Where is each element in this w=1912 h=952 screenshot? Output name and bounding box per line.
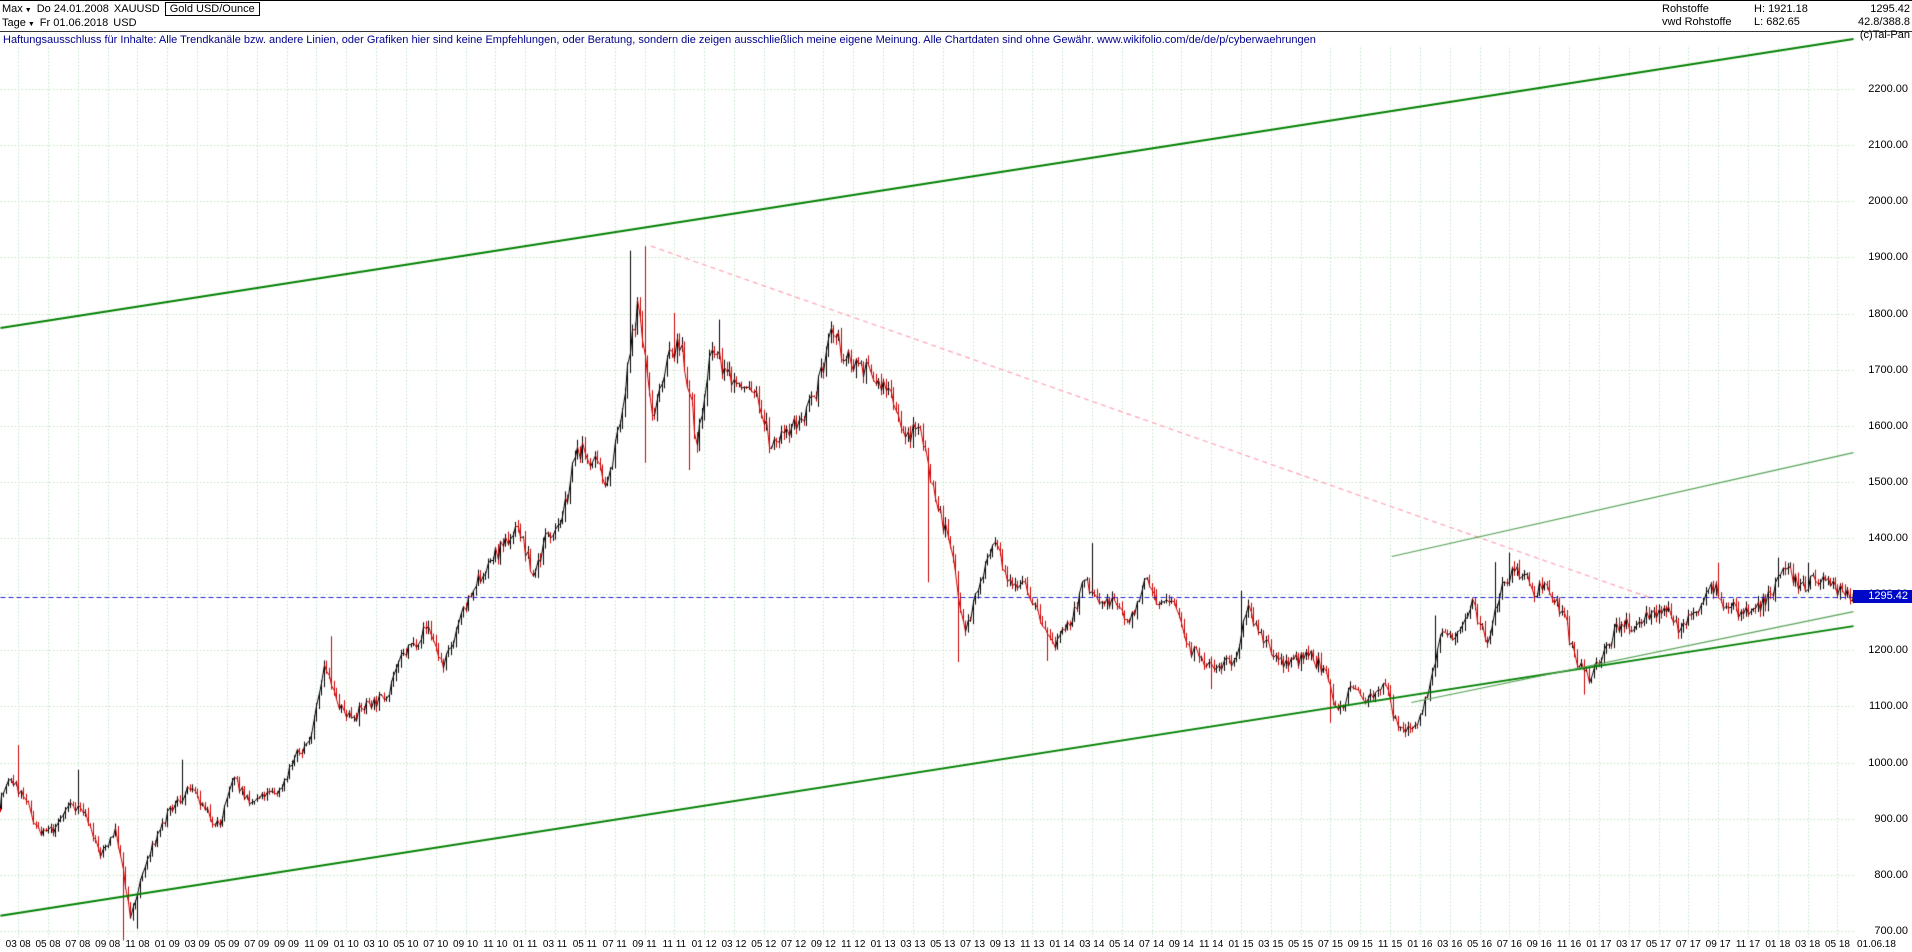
disclaimer-text: Haftungsausschluss für Inhalte: Alle Tre… — [3, 34, 1316, 46]
instrument-name-box[interactable]: Gold USD/Ounce — [164, 2, 260, 16]
all-time-high: H: 1921.18 — [1754, 3, 1836, 15]
chart-end-date: Fr 01.06.2018 — [39, 17, 109, 29]
toolbar-row-period: Tage ▼ Fr 01.06.2018 USD — [2, 16, 260, 30]
range-dropdown[interactable]: Max ▼ — [2, 3, 32, 15]
last-price-text: 1295.42 — [1870, 2, 1910, 15]
chart-toolbar: Max ▼ Do 24.01.2008 XAUUSD Gold USD/Ounc… — [2, 2, 260, 30]
period-value: Tage — [2, 17, 26, 29]
currency-code: USD — [113, 17, 137, 29]
quote-row-copyright: (c)Tai-Pan — [1662, 28, 1910, 41]
category-label: Rohstoffe — [1662, 2, 1709, 15]
header-divider — [0, 31, 1912, 32]
high-value: 1921.18 — [1768, 2, 1808, 15]
chevron-down-icon: ▼ — [24, 6, 32, 14]
low-label: L: — [1754, 15, 1764, 28]
toolbar-row-range: Max ▼ Do 24.01.2008 XAUUSD Gold USD/Ounc… — [2, 2, 260, 16]
symbol-code: XAUUSD — [113, 3, 160, 15]
low-value: 682.65 — [1766, 15, 1800, 28]
range-stat: 42.8/388.8 — [1858, 15, 1910, 28]
axis-end-date-label: 01.06.18 — [1857, 939, 1896, 950]
period-dropdown[interactable]: Tage ▼ — [2, 17, 35, 29]
chart-start-date: Do 24.01.2008 — [36, 3, 109, 15]
copyright-label: (c)Tai-Pan — [1859, 28, 1910, 41]
quote-row-high: Rohstoffe H: 1921.18 1295.42 — [1662, 2, 1910, 15]
high-label: H: — [1754, 2, 1765, 15]
last-price-badge: 1295.42 — [1853, 589, 1912, 603]
all-time-low: L: 682.65 — [1754, 16, 1836, 28]
datasource-label: vwd Rohstoffe — [1662, 15, 1732, 28]
quote-panel: Rohstoffe H: 1921.18 1295.42 vwd Rohstof… — [1662, 2, 1910, 41]
range-value: Max — [2, 3, 23, 15]
quote-row-low: vwd Rohstoffe L: 682.65 42.8/388.8 — [1662, 15, 1910, 28]
chevron-down-icon: ▼ — [27, 20, 35, 28]
